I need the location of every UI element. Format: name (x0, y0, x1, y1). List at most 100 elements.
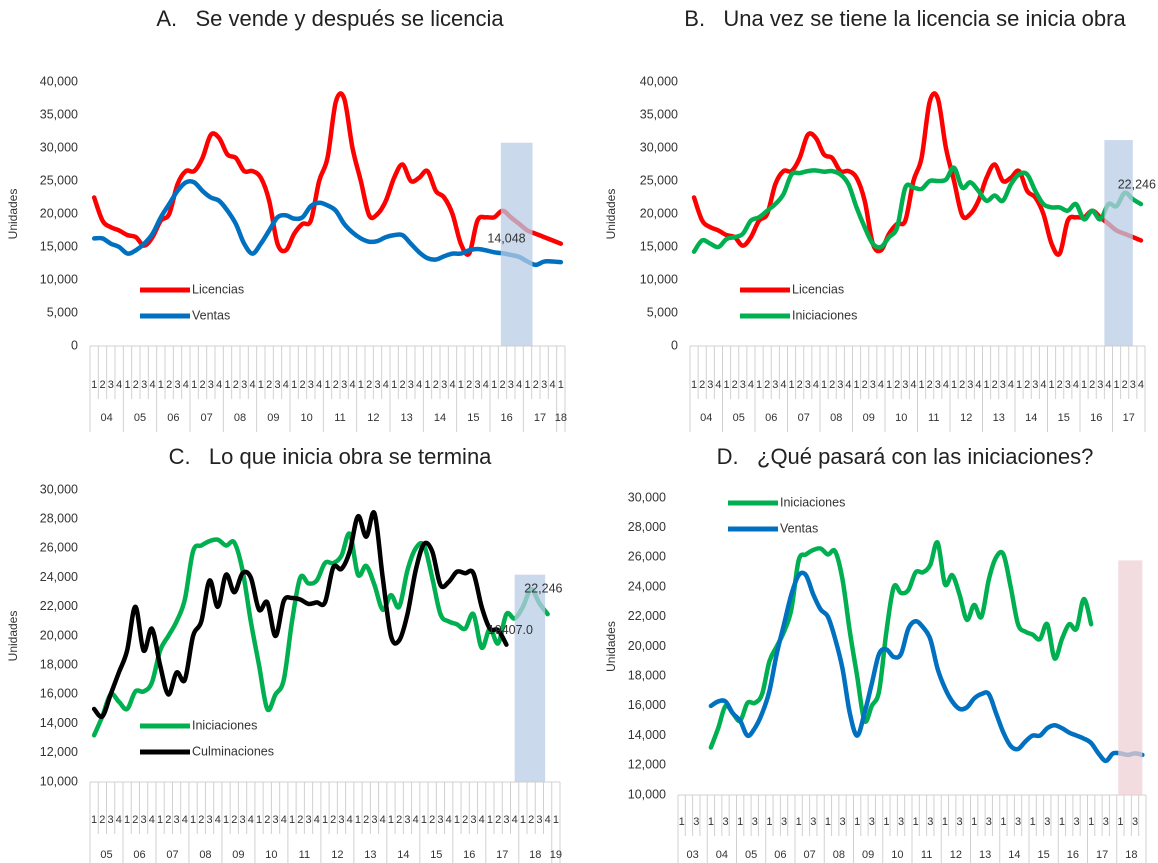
data-label: 22,246 (1118, 177, 1156, 191)
series-line (708, 570, 1145, 764)
year-label: 10 (895, 412, 907, 424)
x-tick-label: 3 (241, 379, 247, 391)
y-tick-label: 10,000 (628, 787, 666, 801)
y-tick-label: 20,000 (640, 206, 678, 220)
x-tick-label: 3 (308, 379, 314, 391)
year-label: 14 (397, 849, 409, 861)
x-tick-label: 4 (216, 379, 222, 391)
x-tick-label: 2 (133, 379, 139, 391)
x-tick-label: 3 (272, 814, 278, 826)
x-tick-label: 1 (91, 379, 97, 391)
x-tick-label: 2 (99, 814, 105, 826)
y-tick-label: 10,000 (40, 774, 78, 788)
x-tick-label: 3 (470, 814, 476, 826)
year-label: 12 (367, 412, 379, 424)
highlight-band (1104, 140, 1133, 346)
x-tick-label: 1 (424, 379, 430, 391)
x-tick-label: 2 (959, 379, 965, 391)
year-label: 05 (733, 412, 745, 424)
x-tick-label: 3 (967, 379, 973, 391)
y-tick-label: 28,000 (40, 511, 78, 525)
chart-title: D. ¿Qué pasará con las iniciaciones? (716, 444, 1094, 469)
year-label: 18 (529, 849, 541, 861)
x-tick-label: 3 (474, 379, 480, 391)
legend-label: Iniciaciones (780, 495, 845, 509)
x-tick-label: 2 (797, 379, 803, 391)
x-tick-label: 1 (224, 379, 230, 391)
y-tick-label: 25,000 (640, 173, 678, 187)
series-line (91, 179, 564, 268)
x-tick-label: 4 (215, 814, 221, 826)
year-label: 12 (950, 849, 962, 861)
x-tick-label: 4 (943, 379, 949, 391)
x-tick-label: 1 (124, 814, 130, 826)
y-tick-label: 10,000 (40, 272, 78, 286)
x-tick-label: 2 (699, 379, 705, 391)
x-tick-label: 4 (910, 379, 916, 391)
y-tick-label: 30,000 (40, 140, 78, 154)
x-tick-label: 3 (1015, 816, 1021, 828)
x-tick-label: 3 (1044, 816, 1050, 828)
x-tick-label: 3 (437, 814, 443, 826)
y-tick-label: 40,000 (40, 74, 78, 88)
year-label: 09 (267, 412, 279, 424)
y-tick-label: 35,000 (640, 107, 678, 121)
x-tick-label: 3 (902, 379, 908, 391)
year-label: 07 (166, 849, 178, 861)
x-tick-label: 4 (182, 814, 188, 826)
x-tick-label: 1 (913, 816, 919, 828)
x-tick-label: 3 (781, 816, 787, 828)
x-tick-label: 4 (249, 379, 255, 391)
x-tick-label: 1 (1081, 379, 1087, 391)
x-tick-label: 4 (545, 814, 551, 826)
x-tick-label: 2 (297, 814, 303, 826)
x-tick-label: 3 (108, 814, 114, 826)
x-tick-label: 2 (264, 814, 270, 826)
x-tick-label: 4 (479, 814, 485, 826)
x-tick-label: 4 (1008, 379, 1014, 391)
year-label: 17 (1096, 849, 1108, 861)
y-axis-label: Unidades (604, 189, 618, 240)
year-label: 15 (1038, 849, 1050, 861)
y-tick-label: 10,000 (640, 272, 678, 286)
x-tick-label: 3 (274, 379, 280, 391)
x-tick-label: 2 (495, 814, 501, 826)
year-label: 11 (921, 849, 932, 861)
x-tick-label: 1 (190, 814, 196, 826)
x-tick-label: 4 (183, 379, 189, 391)
year-label: 04 (716, 849, 728, 861)
y-tick-label: 24,000 (628, 579, 666, 593)
x-tick-label: 3 (839, 816, 845, 828)
x-tick-label: 4 (347, 814, 353, 826)
x-tick-label: 2 (462, 814, 468, 826)
x-tick-label: 2 (829, 379, 835, 391)
x-tick-label: 1 (454, 814, 460, 826)
x-tick-label: 4 (813, 379, 819, 391)
x-tick-label: 2 (231, 814, 237, 826)
y-tick-label: 25,000 (40, 173, 78, 187)
y-tick-label: 16,000 (40, 687, 78, 701)
x-tick-label: 1 (724, 379, 730, 391)
x-tick-label: 2 (764, 379, 770, 391)
x-tick-label: 4 (449, 379, 455, 391)
y-tick-label: 30,000 (640, 140, 678, 154)
y-tick-label: 22,000 (40, 599, 78, 613)
year-label: 15 (467, 412, 479, 424)
x-tick-label: 4 (383, 379, 389, 391)
x-tick-label: 1 (1016, 379, 1022, 391)
x-tick-label: 3 (141, 814, 147, 826)
x-tick-label: 2 (266, 379, 272, 391)
x-tick-label: 3 (805, 379, 811, 391)
year-label: 07 (201, 412, 213, 424)
x-tick-label: 3 (752, 816, 758, 828)
data-label: 22,246 (524, 582, 562, 596)
x-tick-label: 1 (708, 816, 714, 828)
year-label: 03 (687, 849, 699, 861)
x-tick-label: 2 (1089, 379, 1095, 391)
year-label: 06 (167, 412, 179, 424)
x-tick-label: 1 (766, 816, 772, 828)
year-label: 14 (434, 412, 446, 424)
x-tick-label: 1 (854, 816, 860, 828)
x-tick-label: 3 (898, 816, 904, 828)
y-tick-label: 0 (671, 338, 678, 352)
